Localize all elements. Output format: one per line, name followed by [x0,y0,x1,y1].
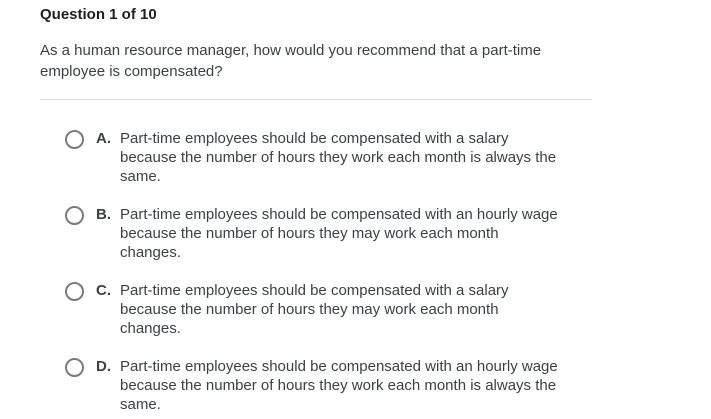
option-letter: D. [96,358,111,375]
question-progress-heading: Question 1 of 10 [40,6,157,23]
radio-button-c[interactable] [65,282,84,301]
answer-options-list: A. Part-time employees should be compens… [65,129,711,414]
answer-option-b[interactable]: B. Part-time employees should be compens… [65,205,711,262]
answer-option-d[interactable]: D. Part-time employees should be compens… [65,357,711,414]
option-text: Part-time employees should be compensate… [120,282,509,337]
option-text: Part-time employees should be compensate… [120,206,558,261]
option-letter: A. [96,130,111,147]
question-text: As a human resource manager, how would y… [40,42,542,80]
option-text: Part-time employees should be compensate… [120,130,557,185]
answer-option-c[interactable]: C. Part-time employees should be compens… [65,281,711,338]
radio-button-d[interactable] [65,358,84,377]
option-letter: B. [96,206,111,223]
answer-option-a[interactable]: A. Part-time employees should be compens… [65,129,711,186]
option-text: Part-time employees should be compensate… [120,358,558,413]
divider [40,99,592,100]
option-letter: C. [96,282,111,299]
radio-button-a[interactable] [65,130,84,149]
radio-button-b[interactable] [65,206,84,225]
